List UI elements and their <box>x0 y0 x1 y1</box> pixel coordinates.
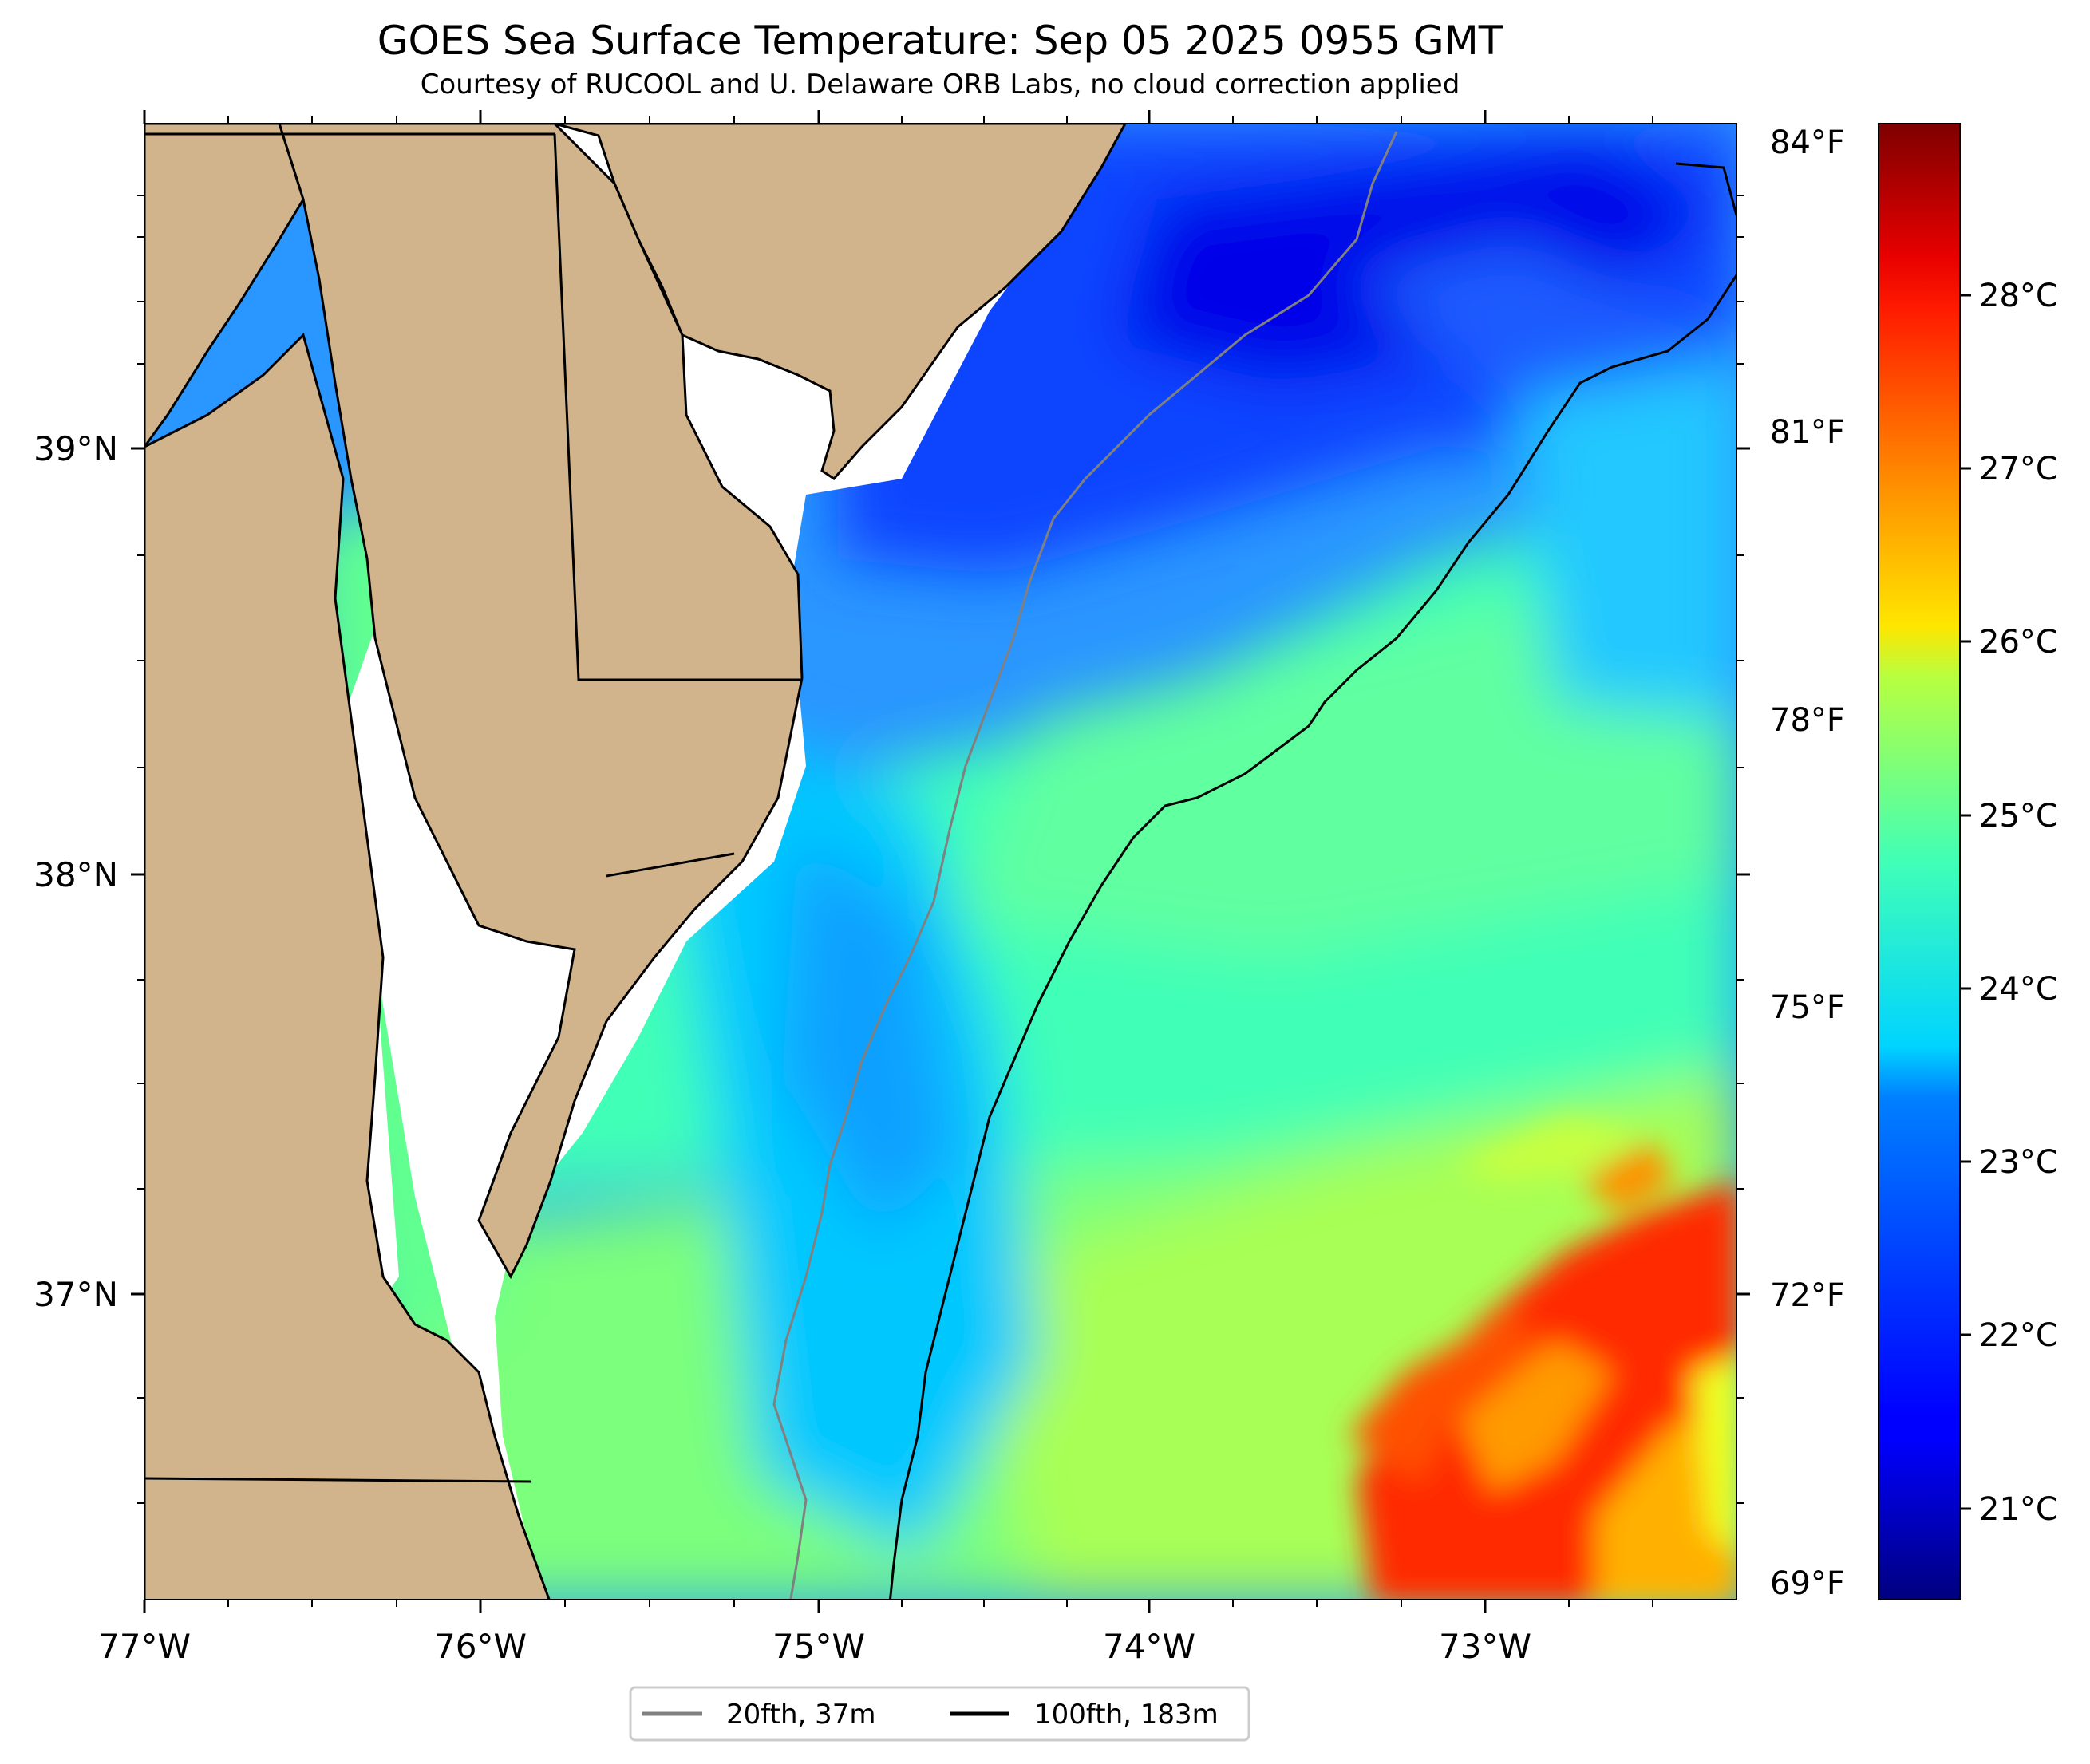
lon-label-76w: 76°W <box>434 1627 527 1666</box>
c-label-28: 28°C <box>1979 278 2058 314</box>
colorbar-ticks <box>1960 294 1971 1510</box>
colorbar-celsius-labels: 28°C 27°C 26°C 25°C 24°C 23°C 22°C 21°C <box>1979 278 2058 1528</box>
c-label-27: 27°C <box>1979 451 2058 487</box>
figure-title: GOES Sea Surface Temperature: Sep 05 202… <box>377 18 1503 64</box>
lat-tick-labels: 39°N 38°N 37°N <box>34 429 118 1314</box>
lon-tick-labels: 77°W 76°W 75°W 74°W 73°W <box>98 1627 1531 1666</box>
land-delmarva <box>278 124 804 1280</box>
legend-box <box>629 1686 1250 1742</box>
f-label-84: 84°F <box>1770 124 1845 161</box>
legend-label-20fth: 20fth, 37m <box>726 1699 876 1730</box>
colorbar: 28°C 27°C 26°C 25°C 24°C 23°C 22°C 21°C <box>1878 123 2058 1600</box>
state-borders <box>144 132 802 1483</box>
land-western-shore <box>144 124 305 449</box>
isobath-100fth <box>888 162 1736 1600</box>
fahrenheit-labels: 84°F 81°F 78°F 75°F 72°F 69°F <box>1770 124 1845 1602</box>
lat-label-38n: 38°N <box>34 855 118 894</box>
map-frame <box>144 123 1737 1600</box>
lon-label-73w: 73°W <box>1439 1627 1531 1666</box>
c-label-25: 25°C <box>1979 798 2058 835</box>
legend: 20fth, 37m 100fth, 183m <box>629 1686 1250 1742</box>
lon-label-74w: 74°W <box>1103 1627 1195 1666</box>
f-label-75: 75°F <box>1770 989 1845 1026</box>
c-label-24: 24°C <box>1979 971 2058 1008</box>
lat-label-39n: 39°N <box>34 429 118 468</box>
f-label-78: 78°F <box>1770 702 1845 739</box>
land-western-shore-south <box>144 333 551 1600</box>
lon-label-77w: 77°W <box>98 1627 191 1666</box>
f-label-72: 72°F <box>1770 1277 1845 1314</box>
map-plot-area <box>144 124 1736 1600</box>
axis-ticks <box>131 110 1750 1613</box>
land-masses <box>144 124 1127 1600</box>
c-label-22: 22°C <box>1979 1317 2058 1354</box>
colorbar-gradient <box>1878 123 1961 1600</box>
legend-label-100fth: 100fth, 183m <box>1034 1699 1219 1730</box>
c-label-26: 26°C <box>1979 624 2058 661</box>
c-label-21: 21°C <box>1979 1491 2058 1528</box>
c-label-23: 23°C <box>1979 1144 2058 1181</box>
axis-minor-ticks <box>137 116 1744 1607</box>
figure-subtitle: Courtesy of RUCOOL and U. Delaware ORB L… <box>421 69 1460 101</box>
lon-label-75w: 75°W <box>772 1627 865 1666</box>
f-label-69: 69°F <box>1770 1565 1845 1602</box>
lat-label-37n: 37°N <box>34 1275 118 1314</box>
f-label-81: 81°F <box>1770 414 1845 451</box>
isobath-20fth <box>772 131 1398 1600</box>
